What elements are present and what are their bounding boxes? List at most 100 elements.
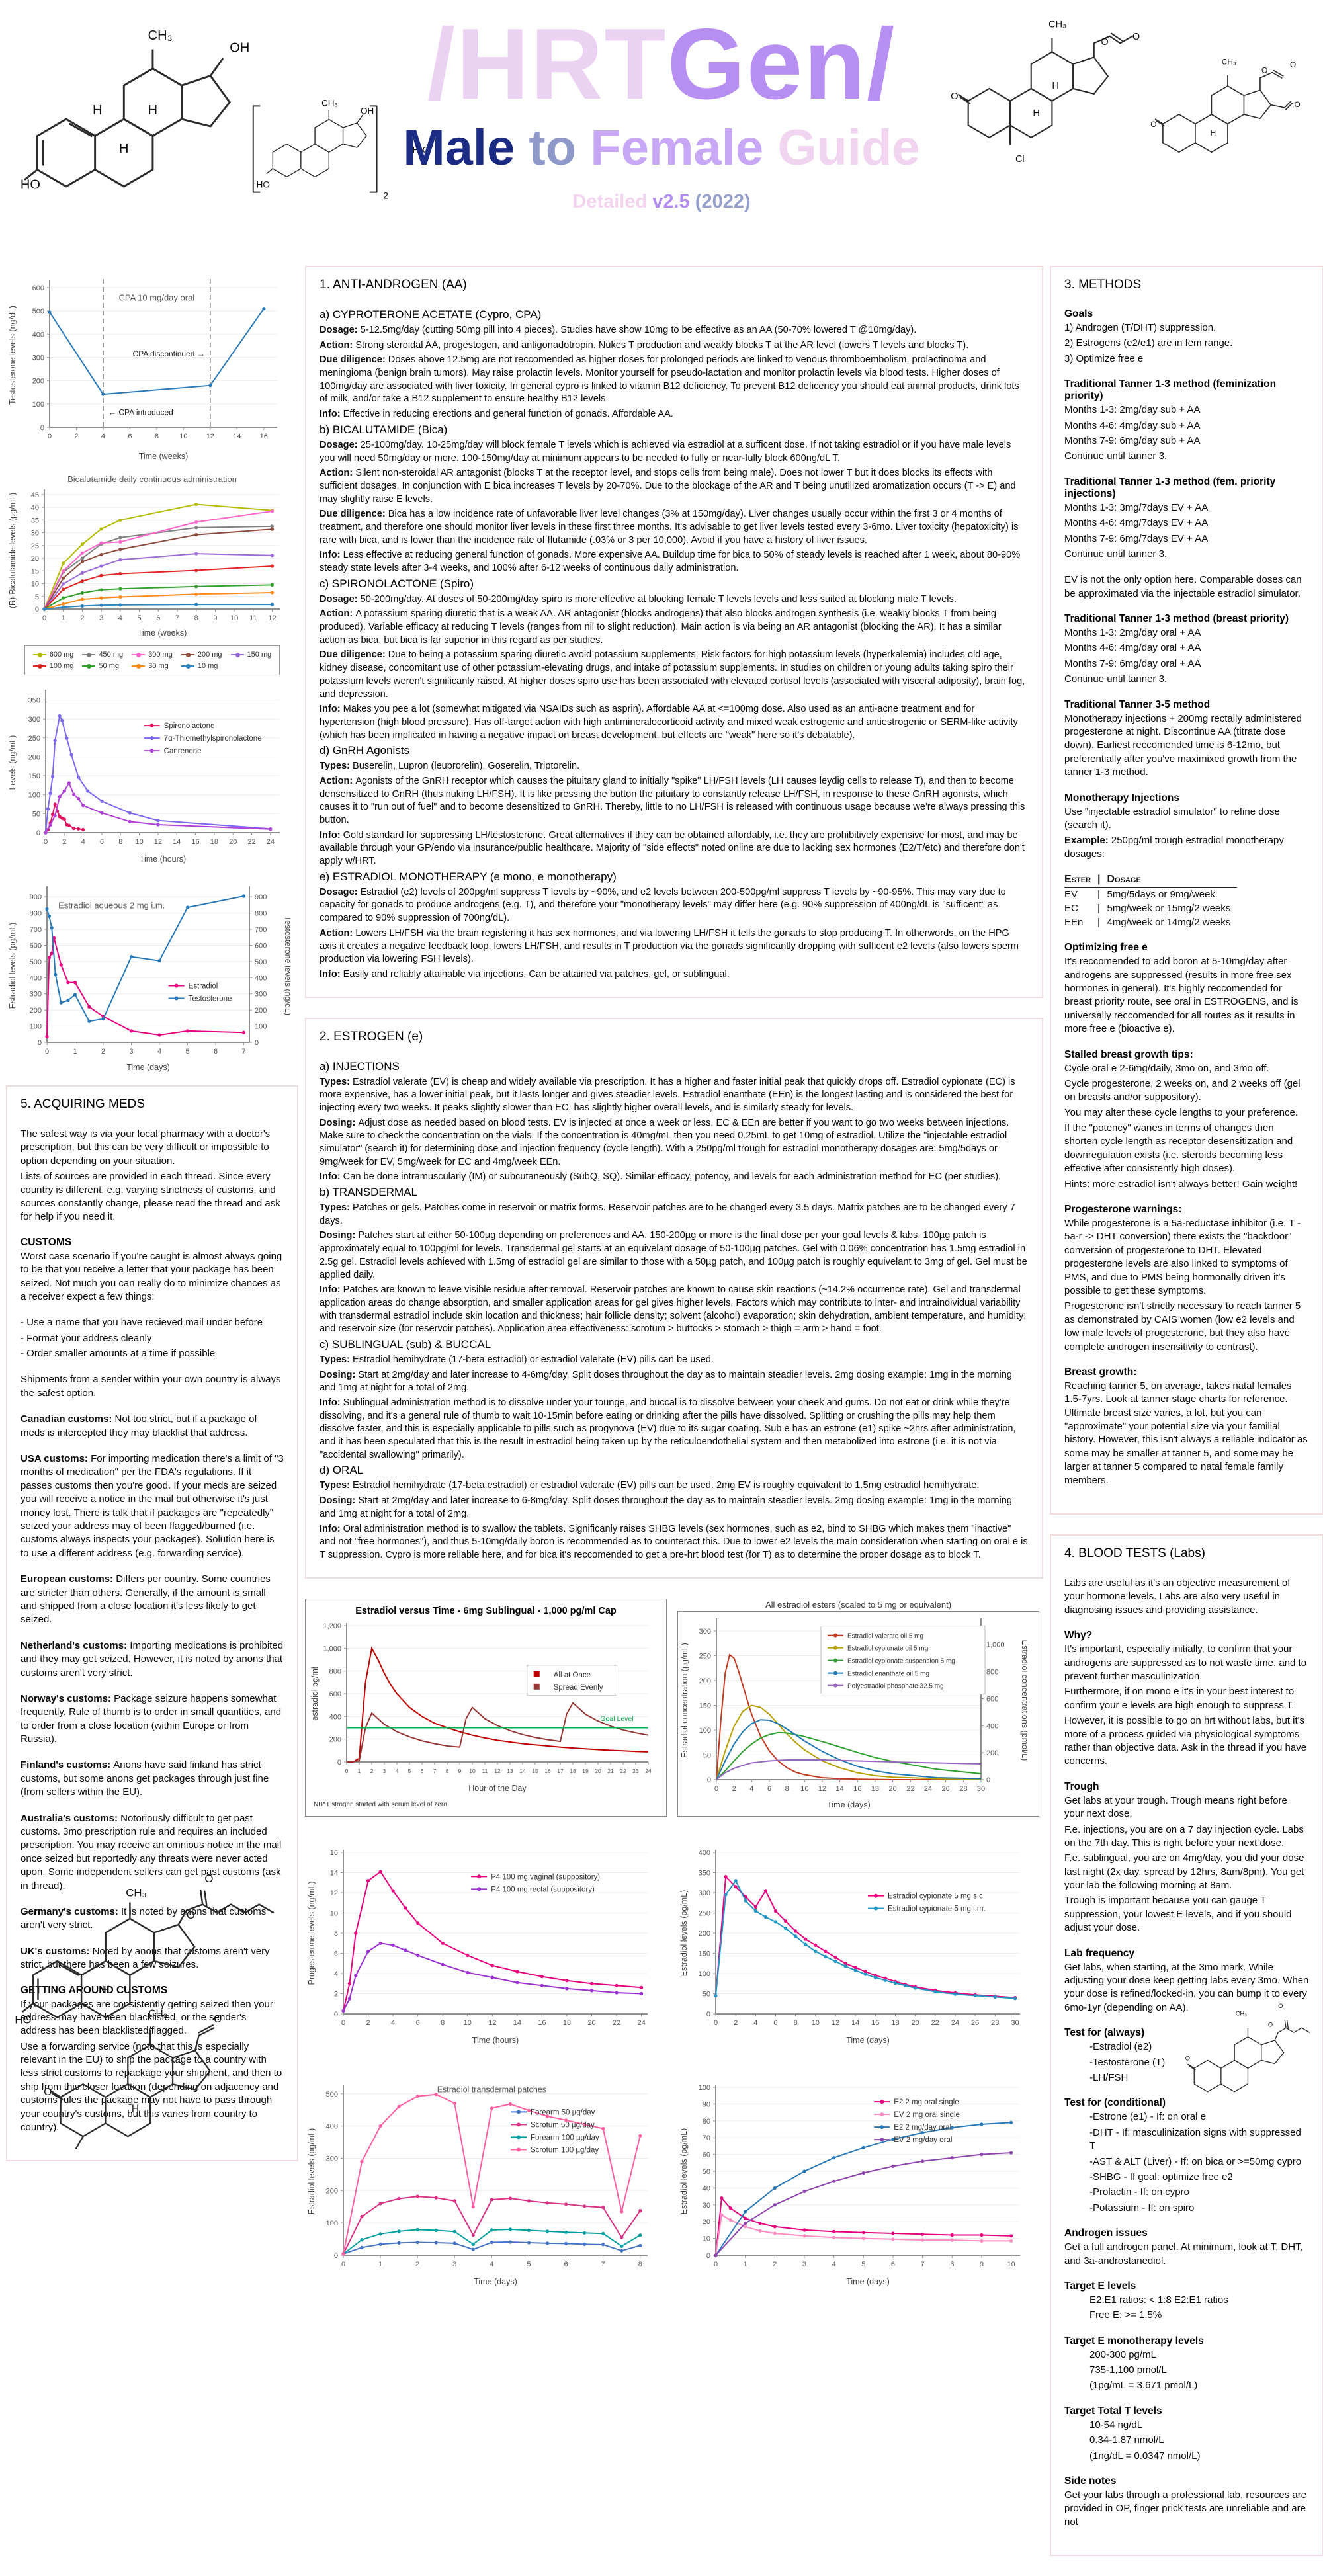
legend-swatch [32,663,46,669]
svg-text:300: 300 [255,991,267,999]
text-line: -LH/FSH [1089,2071,1129,2083]
svg-text:24: 24 [924,1785,932,1793]
svg-text:8: 8 [638,2261,642,2268]
text-line: Continue until tanner 3. [1064,450,1168,462]
svg-text:14: 14 [330,1869,338,1877]
svg-text:4: 4 [832,2261,836,2268]
drug-name: b) TRANSDERMAL [320,1186,417,1199]
text-block: European customs: Differs per country. S… [21,1573,284,1627]
text-block: Progesterone warnings: While progesterone… [1064,1204,1309,1354]
estradiol-hemihydrate-structure-drawing: CH₃ OH HO H₂O 2 [252,98,430,200]
text-block: Goals 1) Androgen (T/DHT) suppression. 2) … [1064,308,1309,366]
text-label: Info: [320,1284,343,1296]
chem-label: Cl [1015,154,1025,165]
text-block: Lab frequency Get labs, when starting, at… [1064,1948,1309,2015]
chem-label: H₂O [413,145,430,155]
svg-text:Spread Evenly: Spread Evenly [554,1683,603,1691]
text-line: Dosage: 25-100mg/day. 10-25mg/day will b… [320,439,1011,464]
svg-text:CPA discontinued →: CPA discontinued → [133,349,205,358]
text-line: -Estradiol (e2) [1089,2041,1152,2053]
estradiol-structure-drawing: CH₃ OH HO H H H [21,28,249,192]
text-line: Info: Makes you pee a lot (somewhat miti… [320,704,1018,741]
text-line: Info: Gold standard for suppressing LH/t… [320,829,1025,867]
text-line: Types: Estradiol hemihydrate (17-beta es… [320,1354,714,1365]
text-label: Dosage: [320,886,361,897]
text-block: Shipments from a sender within your own … [21,1373,284,1400]
svg-text:CPA 10 mg/day oral: CPA 10 mg/day oral [119,292,195,302]
svg-text:← CPA introduced: ← CPA introduced [108,408,173,417]
svg-text:0: 0 [255,1039,259,1047]
text-label: Dosing: [320,1117,359,1128]
svg-text:600: 600 [30,942,42,950]
chem-label: CH₃ [1048,20,1066,30]
svg-text:18: 18 [891,2019,899,2027]
svg-text:Estradiol transdermal patches: Estradiol transdermal patches [437,2085,546,2094]
text-line: Months 7-9: 6mg/day sub + AA [1064,435,1201,446]
cyproterone-acetate-structure-drawing: O Cl CH₃ O O H H [951,20,1140,165]
chem-label: H [119,142,128,156]
svg-text:9: 9 [980,2261,984,2268]
text-line: Dosage: Estradiol (e2) levels of 200pg/m… [320,886,1006,924]
svg-text:22: 22 [931,2019,939,2027]
text-line: (1ng/dL = 0.0347 nmol/L) [1089,2450,1201,2462]
text-line: If your packages are consistently gettin… [21,1998,273,2037]
svg-text:Time (weeks): Time (weeks) [138,628,187,638]
block-title: Androgen issues [1064,2227,1148,2239]
table-header: Ester [1064,874,1098,888]
svg-text:3: 3 [383,1768,386,1774]
text-label: Action: [320,608,356,620]
svg-text:400: 400 [255,974,267,982]
text-line: 735-1,100 pmol/L [1089,2364,1167,2376]
svg-text:12: 12 [818,1785,826,1793]
table-cell: 4mg/week or 14mg/2 weeks [1107,917,1231,929]
svg-text:30: 30 [703,2201,710,2209]
svg-text:150: 150 [699,1950,710,1958]
chem-label: CH₃ [1222,58,1236,67]
text-block: Optimizing free e It's reccomended to add… [1064,942,1309,1036]
svg-text:400: 400 [329,1713,341,1721]
text-block: Traditional Tanner 1-3 method (fem. prio… [1064,476,1309,561]
text-block: Trough Get labs at your trough. Trough me… [1064,1781,1309,1935]
svg-text:300: 300 [699,1890,710,1897]
legend-swatch [181,663,194,669]
text-label: Types: [320,1354,353,1365]
text-line: It's important, especially initially, to… [1064,1643,1307,1682]
legend-swatch [32,652,46,657]
drug-entry: b) TRANSDERMAL Types: Patches or gels. Pa… [320,1186,1029,1336]
header: CH₃ OH HO H H H CH₃ OH HO H₂O 2 O Cl CH₃ O O H H O CH₃ O O… [0,0,1323,266]
svg-text:3: 3 [452,2261,456,2268]
text-line: EV is not the only option here. Comparab… [1064,574,1302,599]
svg-text:6: 6 [100,838,104,846]
text-label: Germany's customs: [21,1905,121,1917]
chart-bicalutamide-levels: Bicalutamide daily continuous administra… [6,474,298,675]
text-line: Action: Agonists of the GnRH receptor wh… [320,775,1025,825]
text-line: Cycle oral e 2-6mg/daily, 3mo on, and 3m… [1064,1062,1269,1074]
svg-text:350: 350 [699,1869,710,1877]
svg-text:Time (hours): Time (hours) [140,854,186,864]
text-block: Netherland's customs: Importing medicati… [21,1640,284,1680]
block-title: Traditional Tanner 1-3 method (fem. prio… [1064,476,1276,499]
svg-text:2: 2 [80,614,84,622]
text-label: Dosing: [320,1495,359,1507]
legend-swatch [82,663,96,669]
svg-text:8: 8 [118,838,122,846]
svg-text:1,200: 1,200 [323,1622,341,1630]
svg-text:P4 100 mg rectal (suppository): P4 100 mg rectal (suppository) [491,1886,595,1893]
text-block: Traditional Tanner 1-3 method (feminizat… [1064,378,1309,464]
svg-text:Time (days): Time (days) [846,2036,890,2045]
text-line: Dosing: Adjust dose as needed based on b… [320,1117,1009,1167]
chem-label: O [1101,37,1108,48]
svg-text:7: 7 [241,1048,245,1056]
text-label: Australia's customs: [21,1812,121,1824]
svg-text:50: 50 [32,810,40,818]
text-line: Info: Easily and reliably attainable via… [320,968,730,979]
legend-swatch [132,652,146,657]
text-block: Target E monotherapy levels 200-300 pg/mL… [1064,2335,1309,2393]
text-line: Canadian customs: Not too strict, but if… [21,1413,257,1438]
svg-text:0: 0 [714,1785,718,1793]
svg-text:5: 5 [527,2261,531,2268]
svg-text:Goal Level: Goal Level [600,1715,633,1723]
text-label: Canadian customs: [21,1413,115,1425]
svg-text:7: 7 [175,614,179,622]
